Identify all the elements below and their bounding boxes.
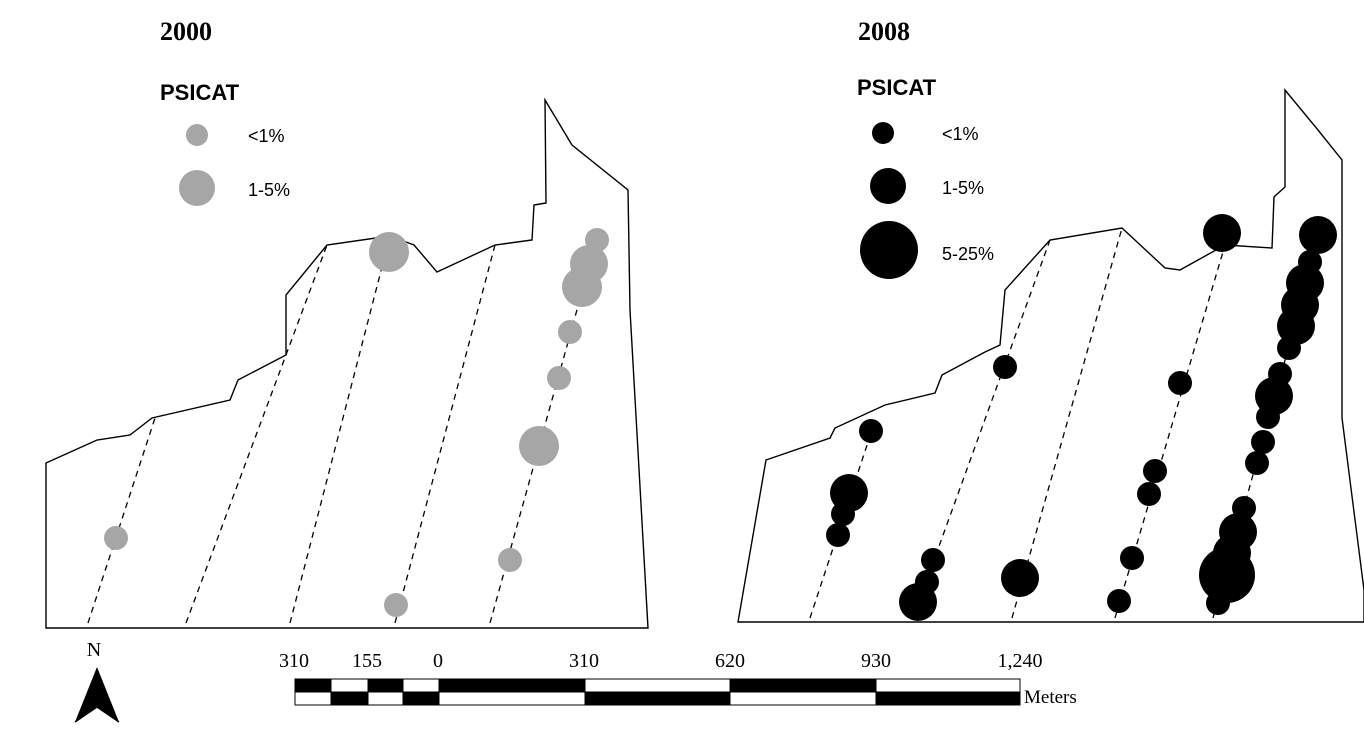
panel-2000-legend-symbol-small — [186, 124, 208, 146]
panel-2000-legend-label-small: <1% — [248, 126, 285, 146]
observation-point — [1256, 405, 1280, 429]
panel-2000-legend-symbol-medium — [179, 170, 215, 206]
observation-point — [1251, 430, 1275, 454]
scale-tick-label: 155 — [352, 650, 382, 672]
observation-point — [585, 228, 609, 252]
observation-point — [1001, 559, 1039, 597]
observation-point — [1137, 482, 1161, 506]
study-area-outline-2000 — [45, 97, 649, 629]
observation-point — [831, 502, 855, 526]
scale-tick-label: 0 — [433, 650, 443, 672]
scale-bar-graphic — [294, 678, 1021, 706]
observation-point — [830, 474, 868, 512]
panel-2000-legend-label-medium: 1-5% — [248, 180, 290, 200]
observation-point — [1299, 216, 1337, 254]
observation-point — [1255, 377, 1293, 415]
panel-2008-legend-title: PSICAT — [857, 75, 937, 100]
scale-tick-label: 310 — [279, 650, 309, 672]
observation-point — [826, 523, 850, 547]
observation-point — [1206, 591, 1230, 615]
panel-2000-legend-title: PSICAT — [160, 80, 240, 105]
observation-point — [899, 583, 937, 621]
scale-bar-ticks: 310 155 0 310 620 930 1,240 — [279, 650, 1043, 672]
scale-tick-label: 620 — [715, 650, 745, 672]
observation-point — [519, 426, 559, 466]
observation-point — [104, 526, 128, 550]
observation-point — [1277, 307, 1315, 345]
panel-2008-year: 2008 — [858, 17, 910, 46]
panel-2008-legend-symbol-medium — [870, 168, 906, 204]
panel-2008-legend-label-large: 5-25% — [942, 244, 994, 264]
observation-point — [547, 366, 571, 390]
transects-2000 — [87, 235, 596, 624]
observation-point — [570, 245, 608, 283]
panel-2008-legend-symbol-small — [872, 122, 894, 144]
scale-tick-label: 930 — [861, 650, 891, 672]
observation-point — [1245, 451, 1269, 475]
observation-point — [1120, 546, 1144, 570]
panel-2008-legend-symbol-large — [860, 221, 918, 279]
observation-point — [1107, 589, 1131, 613]
panel-2008-legend-label-small: <1% — [942, 124, 979, 144]
scale-bar-unit: Meters — [1024, 687, 1077, 708]
observation-point — [558, 320, 582, 344]
observation-point — [921, 548, 945, 572]
observation-point — [369, 232, 409, 272]
observation-points-2008 — [826, 214, 1337, 621]
observation-points-2000 — [104, 228, 609, 617]
observation-point — [993, 355, 1017, 379]
north-arrow-icon — [74, 667, 120, 723]
scale-tick-label: 1,240 — [998, 650, 1043, 672]
scale-tick-label: 310 — [569, 650, 599, 672]
observation-point — [1203, 214, 1241, 252]
observation-point — [1277, 336, 1301, 360]
observation-point — [1143, 459, 1167, 483]
study-area-outline-2008 — [737, 88, 1364, 623]
north-arrow: N — [74, 639, 120, 723]
observation-point — [384, 593, 408, 617]
scale-bar: 310 155 0 310 620 930 1,240 — [279, 650, 1077, 708]
north-arrow-label: N — [87, 639, 101, 661]
observation-point — [859, 419, 883, 443]
observation-point — [1168, 371, 1192, 395]
panel-2008: 2008 PSICAT <1% 1-5% 5-25% — [737, 17, 1364, 623]
panel-2000: 2000 PSICAT <1% 1-5% — [45, 17, 649, 629]
panel-2008-legend-label-medium: 1-5% — [942, 178, 984, 198]
observation-point — [498, 548, 522, 572]
panel-2000-year: 2000 — [160, 17, 212, 46]
